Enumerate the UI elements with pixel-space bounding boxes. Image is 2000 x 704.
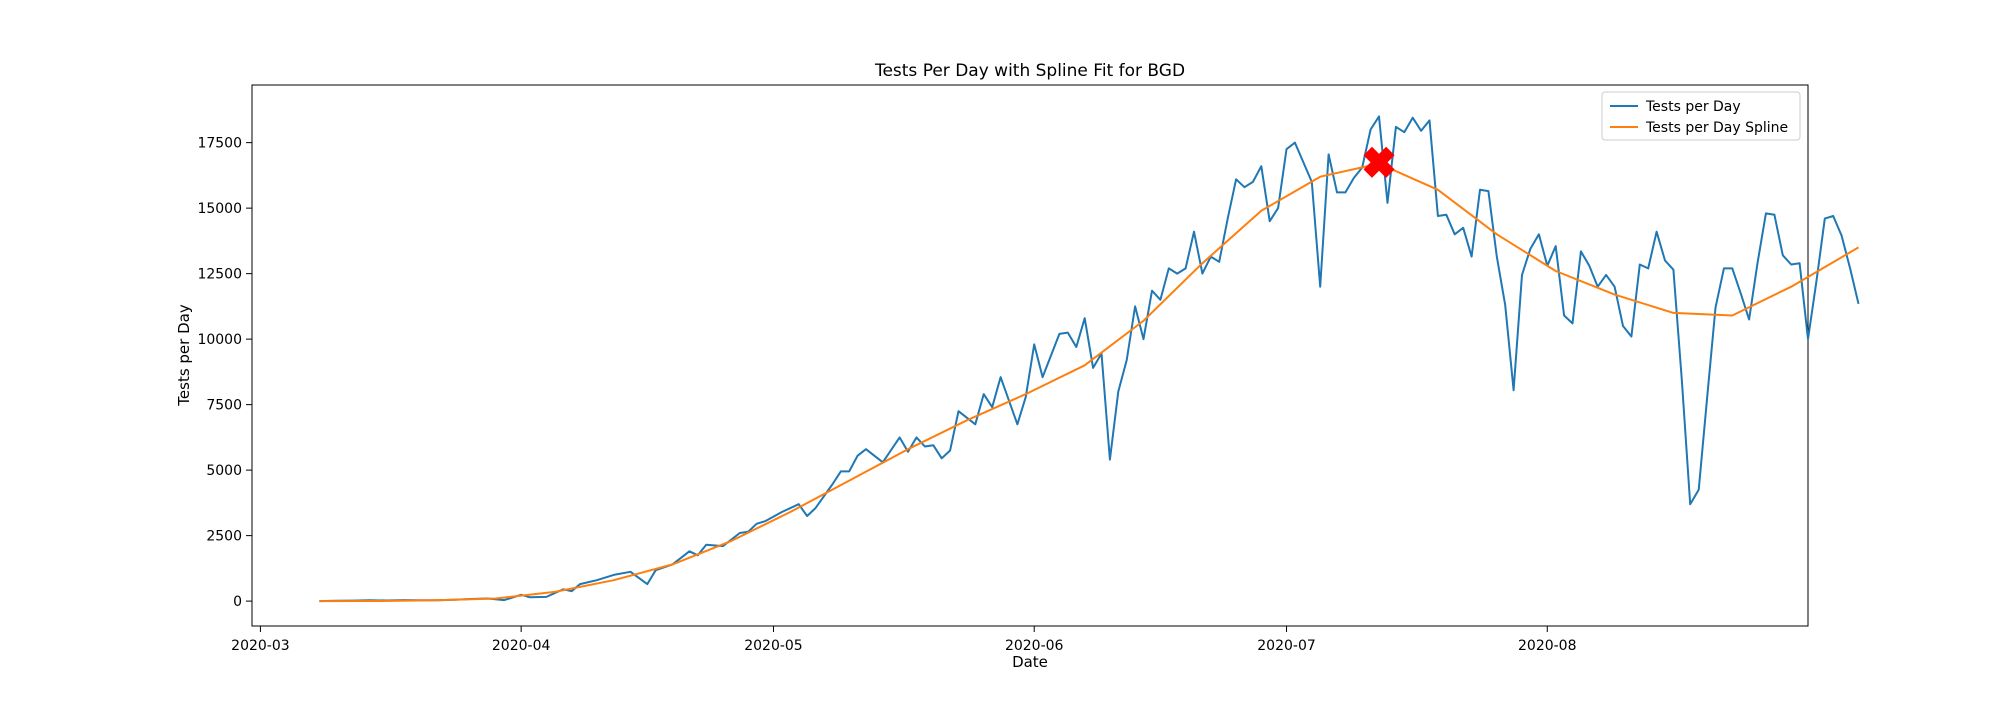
y-tick-label: 7500 (206, 398, 242, 414)
x-tick-label: 2020-06 (1005, 638, 1064, 654)
peak-marker (1363, 146, 1395, 178)
y-tick-label: 2500 (206, 529, 242, 545)
legend: Tests per Day Tests per Day Spline (1601, 91, 1801, 141)
y-axis-label: Tests per Day (175, 304, 193, 407)
peak-marker-stroke-b (1363, 146, 1395, 178)
y-tick-label: 12500 (197, 267, 242, 283)
legend-box (1601, 91, 1801, 141)
x-tick-label: 2020-05 (744, 638, 803, 654)
legend-label: Tests per Day Spline (1645, 120, 1788, 136)
plot-area: 2020-03 2020-04 2020-05 2020-06 2020-07 2020-… (197, 84, 1860, 654)
y-tick-label: 15000 (197, 201, 242, 217)
chart-title: Tests Per Day with Spline Fit for BGD (874, 61, 1185, 81)
x-tick-label: 2020-08 (1518, 638, 1577, 654)
x-axis-label: Date (1012, 653, 1048, 671)
plot-frame (251, 84, 1809, 627)
x-tick-label: 2020-04 (492, 638, 551, 654)
series-line-tests-per-day-spline (319, 162, 1860, 603)
y-tick-label: 10000 (197, 332, 242, 348)
y-tick-label: 0 (233, 594, 242, 610)
x-tick-label: 2020-03 (231, 638, 290, 654)
x-tick-label: 2020-07 (1257, 638, 1316, 654)
legend-label: Tests per Day (1645, 99, 1741, 115)
y-tick-label: 5000 (206, 463, 242, 479)
y-tick-label: 17500 (197, 136, 242, 152)
